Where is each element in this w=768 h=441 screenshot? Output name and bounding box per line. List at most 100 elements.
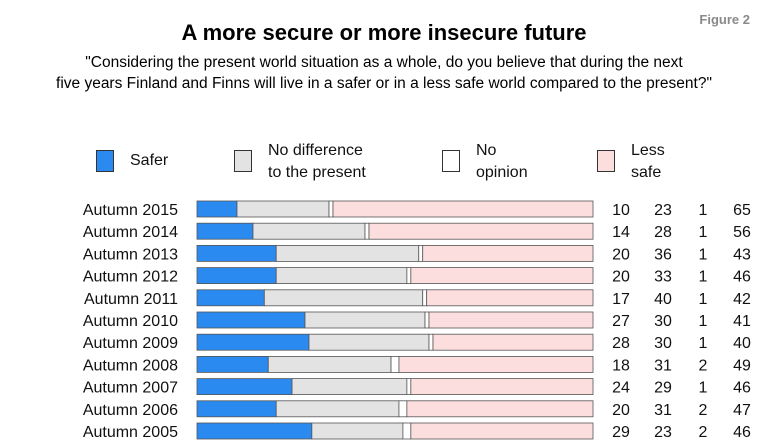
bar-segment bbox=[267, 355, 392, 373]
bar-segment bbox=[398, 355, 594, 373]
category-label: Autumn 2010 bbox=[83, 313, 178, 330]
bar-segment bbox=[424, 311, 430, 329]
category-label: Autumn 2015 bbox=[83, 202, 178, 219]
bar-segment bbox=[304, 311, 426, 329]
bar-segment bbox=[196, 378, 293, 396]
data-label: 28 bbox=[654, 224, 672, 241]
bar-segment bbox=[406, 378, 412, 396]
bar-row: Autumn 2008 18 31 2 49 bbox=[83, 355, 751, 374]
category-label: Autumn 2008 bbox=[83, 357, 178, 374]
data-label: 1 bbox=[699, 202, 708, 219]
bar-segment bbox=[410, 267, 594, 285]
bar-row: Autumn 2010 27 30 1 41 bbox=[83, 311, 751, 330]
data-label: 20 bbox=[612, 402, 630, 419]
data-label: 30 bbox=[654, 335, 672, 352]
data-label: 1 bbox=[699, 246, 708, 263]
legend-swatch-no-difference bbox=[234, 150, 252, 172]
bar-segment bbox=[406, 267, 412, 285]
bar-segment bbox=[332, 200, 594, 218]
data-label: 49 bbox=[733, 357, 751, 374]
data-label: 31 bbox=[654, 357, 672, 374]
bar-segment bbox=[418, 244, 424, 262]
bar-segment bbox=[196, 355, 269, 373]
data-label: 20 bbox=[612, 269, 630, 286]
legend: Safer No difference to the present No op… bbox=[0, 140, 768, 190]
data-label: 1 bbox=[699, 380, 708, 397]
bar-segment bbox=[196, 422, 313, 440]
bar-segment bbox=[196, 289, 265, 307]
legend-label-less-safe: Less safe bbox=[631, 142, 665, 181]
chart-title: A more secure or more insecure future bbox=[181, 20, 587, 45]
data-label: 27 bbox=[612, 313, 630, 330]
bar-segment bbox=[196, 400, 277, 418]
legend-swatch-safer bbox=[96, 150, 114, 172]
bar-segment bbox=[328, 200, 334, 218]
bar-segment bbox=[236, 200, 330, 218]
bar-segment bbox=[410, 422, 594, 440]
bar-segment bbox=[426, 289, 594, 307]
legend-label-safer: Safer bbox=[130, 152, 169, 169]
category-label: Autumn 2012 bbox=[83, 269, 178, 286]
data-label: 40 bbox=[654, 291, 672, 308]
bar-segment bbox=[368, 222, 594, 240]
bar-segment bbox=[196, 222, 254, 240]
legend-swatch-less-safe bbox=[597, 150, 615, 172]
bar-segment bbox=[196, 200, 238, 218]
category-label: Autumn 2009 bbox=[83, 335, 178, 352]
subtitle-line: "Considering the present world situation… bbox=[85, 54, 683, 71]
legend-swatch-no-opinion bbox=[442, 150, 460, 172]
data-label: 30 bbox=[654, 313, 672, 330]
data-label: 23 bbox=[654, 202, 672, 219]
legend-item-safer: Safer bbox=[96, 150, 270, 172]
data-label: 42 bbox=[733, 291, 751, 308]
bar-segment bbox=[275, 244, 420, 262]
bar-segment bbox=[364, 222, 370, 240]
bar-segment bbox=[308, 333, 430, 351]
bar-row: Autumn 2011 17 40 1 42 bbox=[84, 289, 751, 308]
data-label: 40 bbox=[733, 335, 751, 352]
data-label: 2 bbox=[699, 357, 708, 374]
data-label: 31 bbox=[654, 402, 672, 419]
legend-item-no-difference: No difference to the present bbox=[234, 140, 408, 184]
bar-row: Autumn 2009 28 30 1 40 bbox=[83, 333, 751, 352]
bar-segment bbox=[196, 244, 277, 262]
data-label: 10 bbox=[612, 202, 630, 219]
data-label: 47 bbox=[733, 402, 751, 419]
data-label: 46 bbox=[733, 424, 751, 441]
legend-item-no-opinion: No opinion bbox=[442, 140, 616, 184]
legend-label-no-difference: No difference to the present bbox=[268, 142, 366, 181]
bar-segment bbox=[390, 355, 400, 373]
data-label: 29 bbox=[612, 424, 630, 441]
bar-segment bbox=[196, 333, 310, 351]
category-label: Autumn 2006 bbox=[83, 402, 178, 419]
bar-segment bbox=[410, 378, 594, 396]
data-label: 1 bbox=[699, 335, 708, 352]
category-label: Autumn 2007 bbox=[83, 380, 178, 397]
data-label: 33 bbox=[654, 269, 672, 286]
bar-row: Autumn 2005 29 23 2 46 bbox=[83, 422, 751, 441]
bar-segment bbox=[291, 378, 408, 396]
bar-segment bbox=[196, 311, 306, 329]
bar-row: Autumn 2006 20 31 2 47 bbox=[83, 400, 751, 419]
category-label: Autumn 2005 bbox=[83, 424, 178, 441]
bar-segment bbox=[263, 289, 424, 307]
category-label: Autumn 2011 bbox=[84, 291, 178, 308]
legend-label-no-opinion: No opinion bbox=[476, 142, 528, 181]
bar-row: Autumn 2012 20 33 1 46 bbox=[83, 267, 751, 286]
bar-segment bbox=[422, 244, 594, 262]
bar-segment bbox=[398, 400, 408, 418]
data-label: 28 bbox=[612, 335, 630, 352]
data-label: 17 bbox=[612, 291, 630, 308]
subtitle-line: five years Finland and Finns will live i… bbox=[56, 75, 712, 92]
data-label: 43 bbox=[733, 246, 751, 263]
bar-segment bbox=[428, 311, 594, 329]
legend-item-less-safe: Less safe bbox=[597, 140, 768, 184]
figure-label: Figure 2 bbox=[699, 12, 750, 27]
bar-segment bbox=[432, 333, 594, 351]
data-label: 1 bbox=[699, 313, 708, 330]
data-label: 41 bbox=[733, 313, 751, 330]
data-label: 46 bbox=[733, 380, 751, 397]
data-label: 36 bbox=[654, 246, 672, 263]
data-label: 1 bbox=[699, 224, 708, 241]
